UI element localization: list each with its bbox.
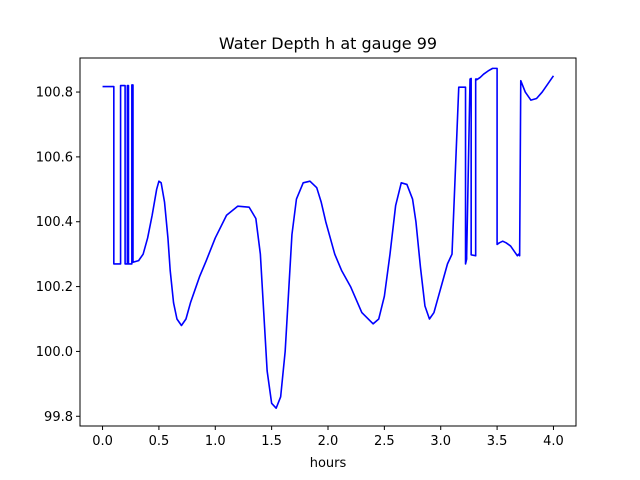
y-tick-label: 100.8 — [36, 86, 73, 101]
x-tick-label: 2.0 — [318, 434, 339, 449]
y-tick-label: 100.2 — [36, 280, 73, 295]
y-tick-label: 100.0 — [36, 345, 73, 360]
x-tick-label: 1.5 — [261, 434, 282, 449]
y-axis: 99.8 100.0 100.2 100.4 100.6 100.8 — [36, 86, 80, 425]
y-tick-label: 100.6 — [36, 150, 73, 165]
chart-title: Water Depth h at gauge 99 — [219, 34, 437, 53]
y-tick-label: 99.8 — [44, 410, 73, 425]
plot-frame — [79, 57, 577, 427]
x-tick-label: 0.0 — [92, 434, 113, 449]
x-tick-label: 1.0 — [205, 434, 226, 449]
x-tick-label: 0.5 — [149, 434, 170, 449]
x-axis: 0.0 0.5 1.0 1.5 2.0 2.5 3.0 3.5 4.0 — [92, 426, 564, 449]
x-tick-label: 4.0 — [543, 434, 564, 449]
series-line — [102, 67, 555, 409]
y-tick-label: 100.4 — [36, 215, 73, 230]
x-axis-label: hours — [310, 456, 347, 471]
plot-area — [102, 67, 555, 409]
x-tick-label: 3.0 — [430, 434, 451, 449]
x-tick-label: 2.5 — [374, 434, 395, 449]
x-tick-label: 3.5 — [487, 434, 508, 449]
